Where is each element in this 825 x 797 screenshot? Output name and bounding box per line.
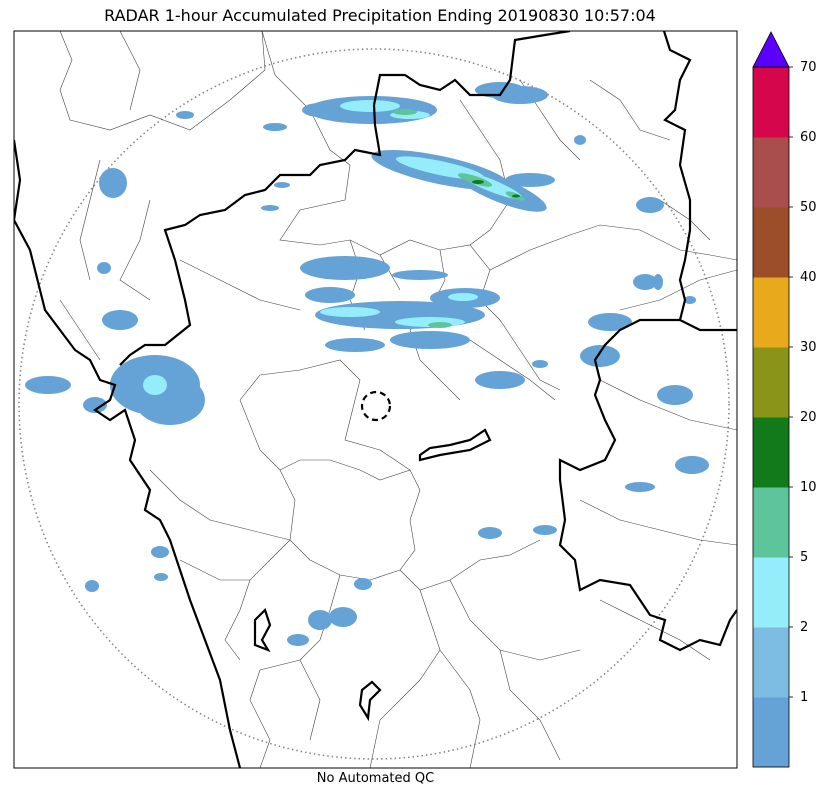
district-boundaries xyxy=(59,31,737,768)
colorbar-tick-label: 60 xyxy=(800,130,817,145)
radar-range-ring xyxy=(18,48,730,760)
colorbar-segment xyxy=(753,67,789,138)
colorbar-tick-label: 20 xyxy=(800,410,817,425)
colorbar-tick-label: 1 xyxy=(800,690,809,705)
colorbar xyxy=(753,66,793,768)
colorbar-tick-label: 10 xyxy=(800,480,817,495)
colorbar-segment xyxy=(753,277,789,348)
colorbar-tick-label: 40 xyxy=(800,270,817,285)
colorbar-segment xyxy=(753,697,789,768)
precip-intense xyxy=(472,180,520,198)
colorbar-segment xyxy=(753,557,789,628)
colorbar-extend-arrow xyxy=(752,31,790,68)
colorbar-tick-label: 2 xyxy=(800,620,809,635)
radar-map xyxy=(14,31,737,768)
colorbar-tick-label: 5 xyxy=(800,550,809,565)
colorbar-segment xyxy=(753,137,789,208)
colorbar-segment xyxy=(753,347,789,418)
colorbar-frame xyxy=(752,66,790,768)
map-title: RADAR 1-hour Accumulated Precipitation E… xyxy=(104,6,656,25)
colorbar-segment xyxy=(753,417,789,488)
radar-site-marker xyxy=(360,390,392,422)
colorbar-segment xyxy=(753,487,789,558)
colorbar-tick-label: 30 xyxy=(800,340,817,355)
qc-footer-note: No Automated QC xyxy=(316,771,435,786)
colorbar-tick-label: 50 xyxy=(800,200,817,215)
map-frame xyxy=(13,30,738,769)
state-boundaries xyxy=(14,31,737,768)
colorbar-tick-label: 70 xyxy=(800,60,817,75)
colorbar-segment xyxy=(753,207,789,278)
colorbar-segment xyxy=(753,627,789,698)
